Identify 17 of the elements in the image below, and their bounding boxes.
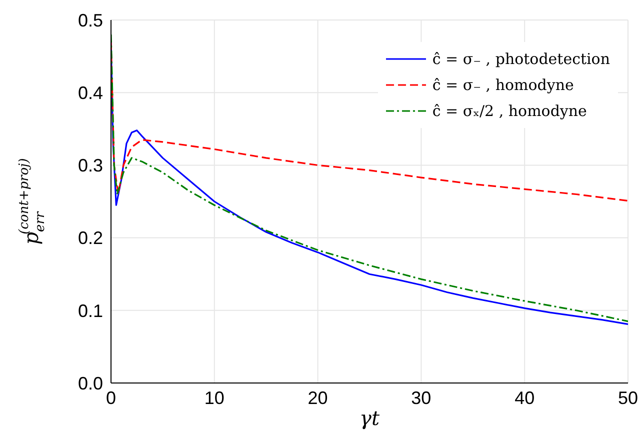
y-tick-label: 0.1	[78, 300, 103, 321]
legend-label: ĉ = σₓ/2 , homodyne	[432, 101, 587, 122]
line-series	[111, 40, 628, 202]
x-tick-label: 0	[106, 388, 116, 408]
x-tick-label: 20	[308, 388, 328, 408]
y-tick-label: 0.0	[78, 373, 103, 394]
y-tick-label: 0.5	[78, 10, 103, 30]
x-axis-title: γt	[360, 406, 380, 430]
legend-label: ĉ = σ₋ , homodyne	[432, 75, 574, 96]
x-tick-label: 30	[411, 388, 432, 408]
x-tick-label: 10	[204, 388, 224, 408]
legend-label: ĉ = σ₋ , photodetection	[432, 49, 610, 70]
y-tick-label: 0.2	[78, 228, 103, 248]
y-tick-label: 0.4	[78, 82, 103, 103]
y-tick-label: 0.3	[78, 156, 103, 176]
x-tick-label: 50	[618, 388, 638, 408]
x-tick-label: 40	[514, 388, 535, 408]
